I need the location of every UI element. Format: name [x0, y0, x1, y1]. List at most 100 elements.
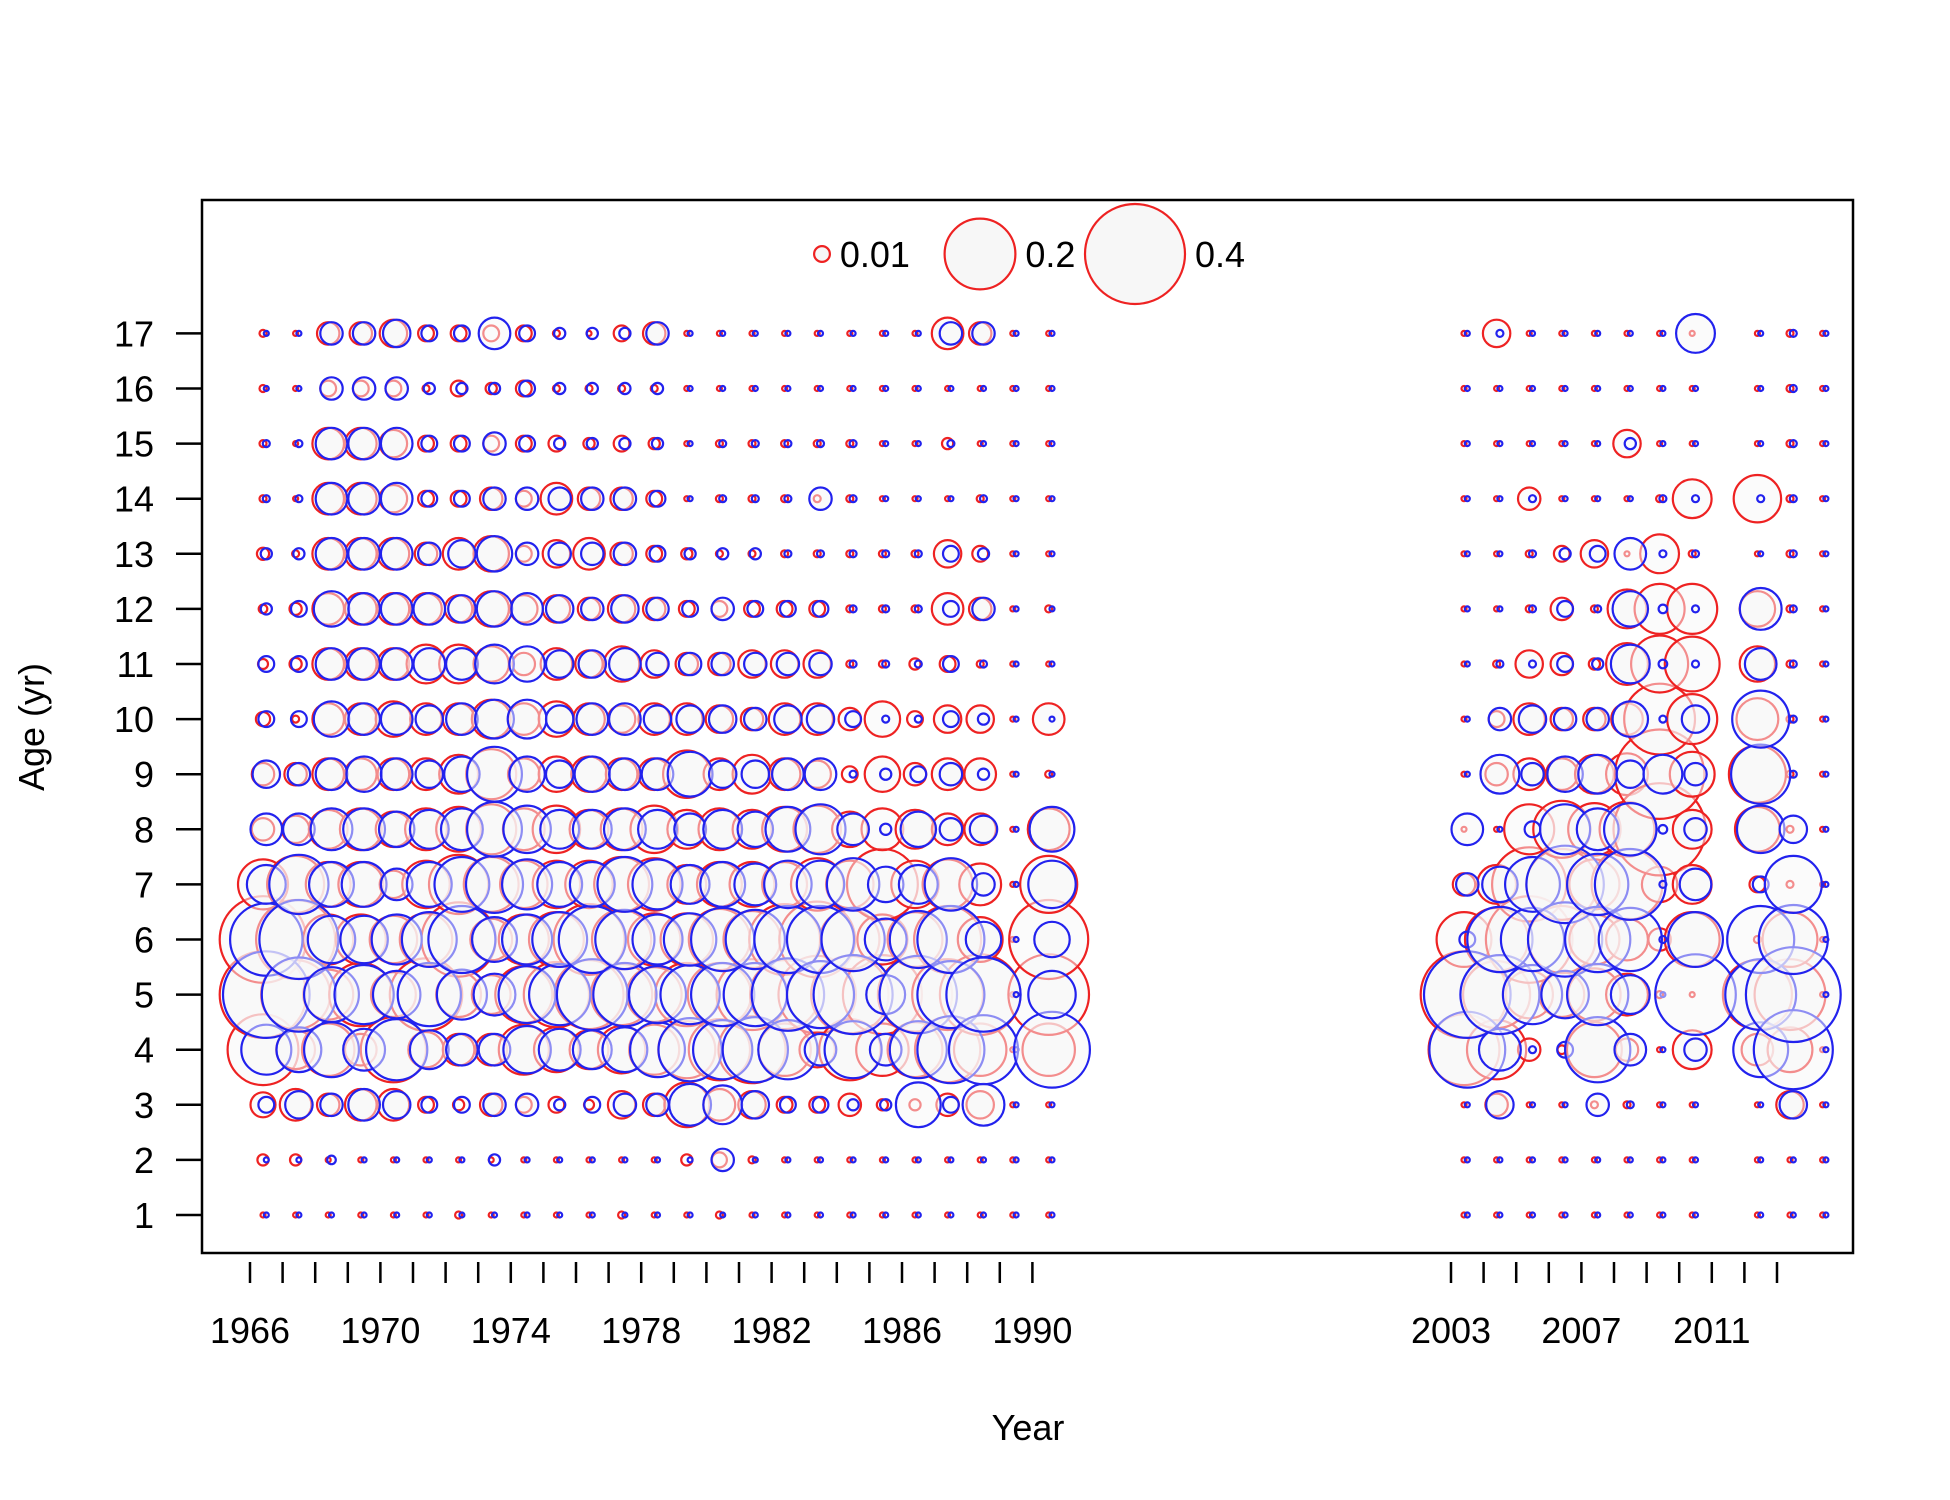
- bubble: [1012, 935, 1020, 944]
- bubble: [1460, 660, 1468, 668]
- bubble: [1594, 495, 1602, 503]
- bubble: [914, 1156, 922, 1164]
- bubble: [1525, 384, 1533, 393]
- bubble: [1012, 605, 1020, 613]
- bubble: [683, 440, 691, 448]
- bubble: [1460, 605, 1468, 613]
- bubble: [784, 329, 792, 337]
- bubble: [941, 544, 960, 563]
- bubble: [585, 326, 600, 341]
- bubble: [474, 643, 516, 685]
- y-tick-label: 14: [114, 479, 154, 520]
- bubble: [811, 599, 830, 618]
- bubble: [780, 1156, 789, 1164]
- bubble: [1785, 659, 1795, 669]
- bubble: [1496, 550, 1504, 558]
- bubble: [1460, 1211, 1468, 1219]
- bubble: [979, 1211, 988, 1219]
- x-axis: 1966 1970 1974 1978 1982 1986 1990 2003 2007 2011: [210, 1262, 1779, 1351]
- bubble: [1690, 659, 1701, 669]
- bubble: [1818, 384, 1827, 393]
- bubble: [653, 1211, 662, 1219]
- bubble: [340, 860, 388, 908]
- bubble: [1009, 880, 1017, 889]
- bubble: [1012, 1211, 1020, 1219]
- bubble: [751, 329, 759, 337]
- bubble: [487, 1211, 495, 1219]
- bubble: [815, 439, 826, 449]
- bubble: [1757, 1156, 1765, 1164]
- x-tick-label: 2003: [1411, 1310, 1491, 1351]
- bubble: [1496, 605, 1504, 613]
- bubble: [1460, 495, 1468, 503]
- bubble: [1788, 383, 1798, 394]
- bubble: [1463, 440, 1471, 448]
- bubble: [616, 1210, 627, 1220]
- bubble: [556, 1211, 564, 1219]
- bubble: [1623, 1211, 1631, 1219]
- bubble: [1012, 825, 1020, 833]
- bubble: [1527, 494, 1538, 504]
- bubble: [811, 1095, 830, 1114]
- bubble: [1552, 706, 1578, 732]
- bubble: [813, 329, 821, 337]
- bubble: [1561, 384, 1569, 393]
- bubble: [943, 1156, 952, 1164]
- bubble: [420, 434, 439, 453]
- bubble: [846, 384, 854, 393]
- bubble: [412, 592, 447, 626]
- bubble: [357, 1211, 365, 1219]
- bubble: [520, 1211, 528, 1219]
- bubble: [1666, 910, 1724, 968]
- bubble: [345, 755, 383, 794]
- bubble: [784, 1156, 792, 1164]
- bubble: [1048, 770, 1056, 778]
- bubble: [379, 426, 414, 461]
- bubble: [845, 659, 855, 669]
- bubble: [1659, 1046, 1667, 1054]
- bubble: [846, 329, 854, 337]
- bubble: [1593, 847, 1667, 921]
- bubble: [1558, 495, 1566, 503]
- bubble: [1789, 1156, 1797, 1164]
- bubble: [289, 654, 308, 673]
- bubble: [911, 329, 919, 337]
- bubble: [416, 541, 442, 567]
- bubble: [445, 1032, 479, 1067]
- bubble: [740, 1090, 771, 1120]
- x-tick-label: 1982: [732, 1310, 812, 1351]
- bubble: [618, 436, 632, 451]
- bubble: [1642, 753, 1684, 795]
- bubble: [1589, 604, 1600, 614]
- bubble: [258, 328, 268, 338]
- bubble: [1463, 1156, 1471, 1164]
- bubble: [1818, 770, 1827, 778]
- bubble: [389, 1211, 397, 1219]
- bubble: [579, 541, 605, 567]
- bubble: [452, 324, 471, 343]
- bubble: [1556, 599, 1575, 618]
- bubble: [878, 1211, 887, 1219]
- y-tick-label: 12: [114, 589, 154, 630]
- bubble: [327, 1211, 336, 1219]
- bubble: [909, 765, 928, 784]
- bubble: [1577, 753, 1619, 795]
- bubble: [1731, 689, 1791, 749]
- bubble: [1690, 604, 1701, 614]
- bubble: [848, 439, 858, 449]
- bubble: [1590, 440, 1599, 448]
- bubble: [910, 549, 920, 559]
- bubble: [454, 1210, 464, 1220]
- bubble: [618, 381, 632, 396]
- bubble: [965, 704, 995, 734]
- bubble: [812, 549, 822, 559]
- legend-bubble: [812, 245, 831, 264]
- bubble: [1659, 1211, 1667, 1219]
- bubble: [1778, 814, 1809, 845]
- bubble: [914, 1211, 922, 1219]
- bubble: [666, 750, 714, 798]
- bubble: [1528, 1211, 1537, 1219]
- bubble: [508, 755, 546, 794]
- bubble: [941, 599, 960, 618]
